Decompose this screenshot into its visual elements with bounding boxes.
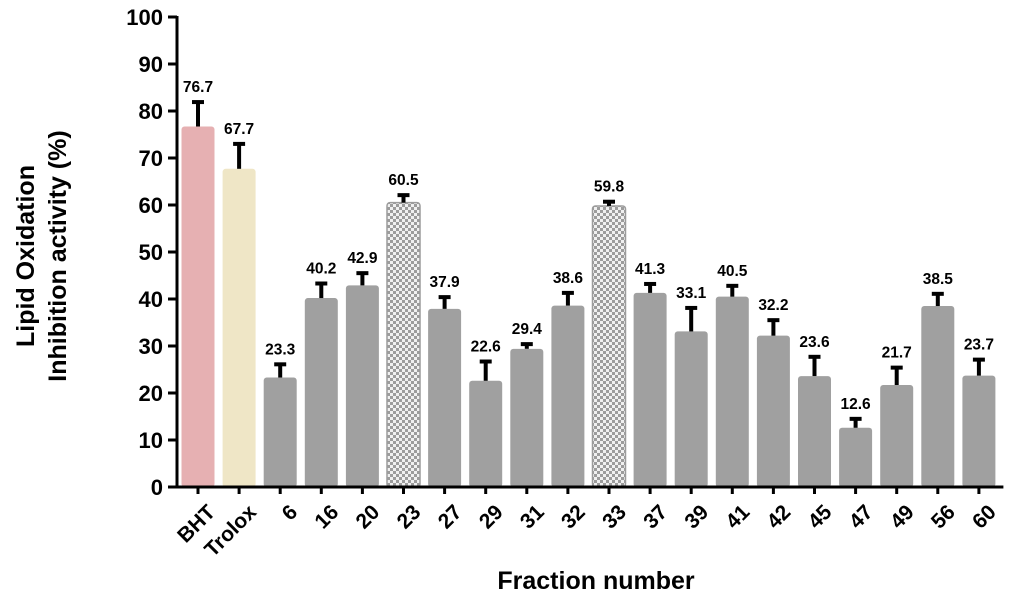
y-tick-label: 100 xyxy=(126,5,163,30)
x-axis-label: Fraction number xyxy=(497,567,695,595)
y-tick-label: 10 xyxy=(139,428,163,453)
y-tick-label: 20 xyxy=(139,381,163,406)
bar xyxy=(674,331,708,487)
value-label: 33.1 xyxy=(676,285,707,302)
bar xyxy=(839,427,873,487)
x-tick-label: 31 xyxy=(516,500,549,533)
value-labels: 76.7 67.7 23.3 40.2 42.9 60.5 37.9 22.6 29.4 38.6… xyxy=(183,79,994,413)
x-tick-label: 23 xyxy=(393,501,426,534)
value-label: 38.6 xyxy=(553,270,584,287)
x-tick-label: 29 xyxy=(475,501,508,534)
bar xyxy=(345,285,379,487)
value-label: 40.2 xyxy=(306,260,336,277)
y-tick-label: 90 xyxy=(139,52,163,77)
bar xyxy=(715,296,749,487)
bar xyxy=(880,385,914,487)
value-label: 32.2 xyxy=(758,297,788,314)
bar xyxy=(551,305,585,487)
bar xyxy=(921,306,955,487)
value-label: 59.8 xyxy=(594,179,625,196)
x-tick-label: 27 xyxy=(434,501,467,534)
y-tick-label: 40 xyxy=(139,287,163,312)
value-label: 12.6 xyxy=(841,396,872,413)
x-tick-label: 20 xyxy=(352,501,385,534)
bar xyxy=(469,380,503,487)
value-label: 23.7 xyxy=(964,337,994,354)
bar xyxy=(510,348,544,487)
x-tick-label: 41 xyxy=(721,500,754,533)
bar xyxy=(591,205,627,488)
value-label: 60.5 xyxy=(388,172,419,189)
x-tick-label: 56 xyxy=(927,501,960,534)
x-tick-label: 45 xyxy=(804,500,837,533)
value-label: 23.6 xyxy=(799,334,830,351)
value-label: 22.6 xyxy=(471,339,502,356)
bar xyxy=(428,308,462,487)
bar xyxy=(633,292,667,487)
bar xyxy=(962,375,996,487)
x-tick-label: 16 xyxy=(310,501,343,534)
bars xyxy=(181,126,996,488)
bar xyxy=(798,376,831,487)
x-tick-label: 60 xyxy=(968,501,1001,534)
y-tick-label: 70 xyxy=(139,146,163,171)
bar xyxy=(386,201,421,488)
value-label: 42.9 xyxy=(347,250,378,267)
bar xyxy=(263,377,297,487)
x-tick-label: 33 xyxy=(598,501,631,534)
value-label: 29.4 xyxy=(512,321,543,338)
value-label: 38.5 xyxy=(923,271,954,288)
bar xyxy=(181,126,215,487)
value-label: 67.7 xyxy=(224,121,254,138)
error-bars xyxy=(192,100,985,428)
value-label: 37.9 xyxy=(430,274,461,291)
value-label: 76.7 xyxy=(183,79,213,96)
x-tick-label: 47 xyxy=(845,501,878,534)
bar xyxy=(304,298,338,487)
value-label: 40.5 xyxy=(717,263,748,280)
y-tick-label: 30 xyxy=(139,334,163,359)
x-tick-label: 6 xyxy=(278,501,303,526)
x-tick-label: 42 xyxy=(763,501,796,534)
y-tick-label: 0 xyxy=(151,475,163,500)
x-tick-label: 32 xyxy=(557,501,590,534)
x-tick-label: 37 xyxy=(639,501,672,534)
y-tick-label: 80 xyxy=(139,99,163,124)
y-axis-ticks: 0 10 20 30 40 50 60 70 80 90 100 xyxy=(126,5,177,500)
value-label: 23.3 xyxy=(265,341,296,358)
y-tick-label: 50 xyxy=(139,240,163,265)
y-axis-label-line2: Inhibition activity (%) xyxy=(44,130,72,381)
y-tick-label: 60 xyxy=(139,193,163,218)
x-tick-label: 39 xyxy=(680,501,713,534)
bar xyxy=(756,335,790,487)
y-axis-label-line1: Lipid Oxidation xyxy=(12,165,40,347)
value-label: 21.7 xyxy=(882,345,912,362)
x-tick-label: 49 xyxy=(886,501,919,534)
bar xyxy=(222,168,256,487)
value-label: 41.3 xyxy=(635,261,666,278)
